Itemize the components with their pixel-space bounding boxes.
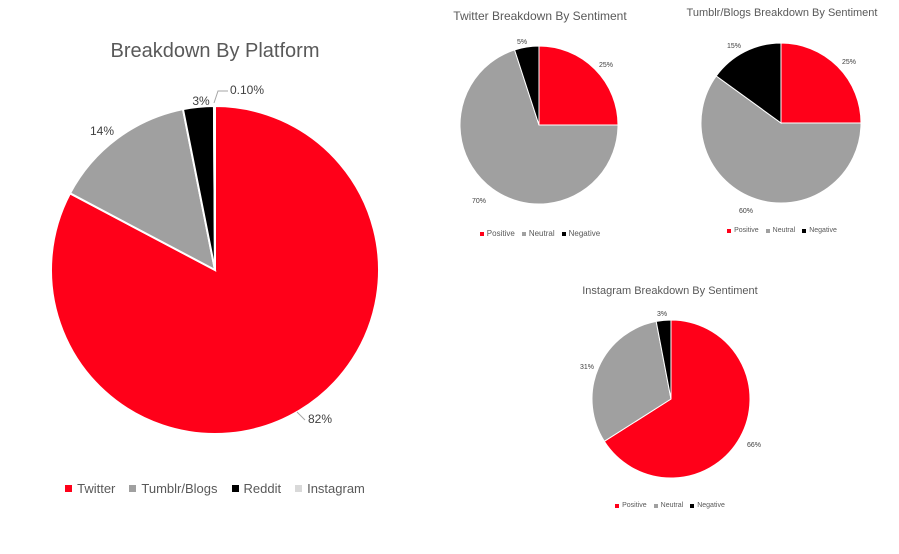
legend-item-twitter: Twitter (65, 481, 115, 496)
data-label: 70% (472, 198, 486, 205)
data-label: 60% (739, 208, 753, 215)
pie-plot-area: 25% 60% 15% (700, 42, 862, 215)
legend-swatch (479, 231, 484, 236)
data-label: 82% (308, 412, 332, 426)
data-label: 25% (842, 59, 856, 66)
data-label: 14% (90, 124, 114, 138)
instagram-sentiment-pie-chart: Instagram Breakdown By Sentiment 66% 31% 3… (560, 280, 780, 520)
pie-slice-instagram (212, 104, 216, 271)
legend-label: Positive (622, 502, 647, 509)
data-label: 15% (727, 43, 741, 50)
legend-label: Neutral (772, 227, 796, 234)
chart-legend: Twitter Tumblr/Blogs Reddit Instagram (0, 481, 430, 496)
legend-swatch (615, 503, 620, 508)
legend-item-tumblr-blogs: Tumblr/Blogs (129, 481, 218, 496)
chart-title: Tumblr/Blogs Breakdown By Sentiment (686, 7, 878, 19)
legend-swatch (65, 485, 73, 492)
data-label: 31% (580, 364, 594, 371)
legend-item-negative: Negative (690, 502, 725, 509)
legend-item-negative: Negative (561, 229, 601, 238)
data-label: 3% (657, 311, 667, 318)
legend-item-neutral: Neutral (521, 229, 555, 238)
legend-label: Negative (809, 227, 837, 234)
pie-slice-neutral (700, 75, 862, 204)
data-label: 3% (192, 94, 210, 108)
chart-legend: Positive Neutral Negative (560, 502, 780, 509)
legend-swatch (765, 228, 770, 233)
chart-legend: Positive Neutral Negative (435, 229, 645, 238)
pie-plot-area: 25% 70% 5% (459, 39, 619, 205)
chart-title: Breakdown By Platform (110, 40, 320, 62)
legend-label: Neutral (528, 229, 555, 238)
legend-label: Negative (568, 229, 601, 238)
legend-label: Tumblr/Blogs (141, 481, 218, 496)
pie-slice-negative (715, 42, 782, 124)
chart-legend: Positive Neutral Negative (672, 227, 892, 234)
legend-swatch (129, 485, 137, 492)
legend-label: Neutral (660, 502, 684, 509)
legend-item-positive: Positive (727, 227, 759, 234)
tumblr-blogs-sentiment-pie-chart: Tumblr/Blogs Breakdown By Sentiment 25% 6… (672, 0, 892, 250)
legend-swatch (727, 228, 732, 233)
legend-label: Negative (697, 502, 725, 509)
legend-swatch (231, 485, 239, 492)
data-label: 25% (599, 62, 613, 69)
pie-slice-positive (538, 45, 619, 126)
pie-plot-area: 66% 31% 3% (580, 311, 761, 479)
data-label: 5% (517, 39, 527, 46)
chart-title: Twitter Breakdown By Sentiment (453, 9, 627, 23)
pie-slice-neutral (459, 49, 619, 205)
legend-item-neutral: Neutral (653, 502, 684, 509)
data-label: 0.10% (230, 83, 264, 97)
legend-label: Twitter (77, 481, 116, 496)
legend-swatch (802, 228, 807, 233)
twitter-sentiment-pie-chart: Twitter Breakdown By Sentiment 25% 70% 5% … (435, 0, 645, 250)
chart-title: Instagram Breakdown By Sentiment (582, 285, 758, 297)
legend-swatch (690, 503, 695, 508)
legend-swatch (521, 231, 526, 236)
legend-label: Instagram (307, 481, 365, 496)
legend-label: Positive (734, 227, 759, 234)
legend-label: Positive (486, 229, 515, 238)
legend-item-reddit: Reddit (231, 481, 282, 496)
legend-item-positive: Positive (479, 229, 515, 238)
pie-plot-area: 82% 14% 3% 0.10% (50, 83, 380, 435)
legend-item-neutral: Neutral (765, 227, 796, 234)
data-label: 66% (747, 442, 761, 449)
leader-line (213, 90, 228, 104)
legend-swatch (295, 485, 303, 492)
platform-pie-chart: Breakdown By Platform 82% 14% 3% 0.10% Twit… (0, 0, 430, 554)
pie-slice-negative (655, 319, 672, 400)
leader-line (296, 411, 306, 421)
pie-slice-positive (603, 319, 751, 479)
pie-slice-negative (513, 45, 540, 126)
pie-slice-tumblr-blogs (68, 107, 217, 272)
legend-item-instagram: Instagram (295, 481, 365, 496)
legend-label: Reddit (243, 481, 282, 496)
legend-item-negative: Negative (802, 227, 837, 234)
pie-slice-positive (780, 42, 862, 124)
legend-swatch (561, 231, 566, 236)
legend-swatch (653, 503, 658, 508)
legend-item-positive: Positive (615, 502, 647, 509)
pie-slice-neutral (591, 320, 672, 443)
